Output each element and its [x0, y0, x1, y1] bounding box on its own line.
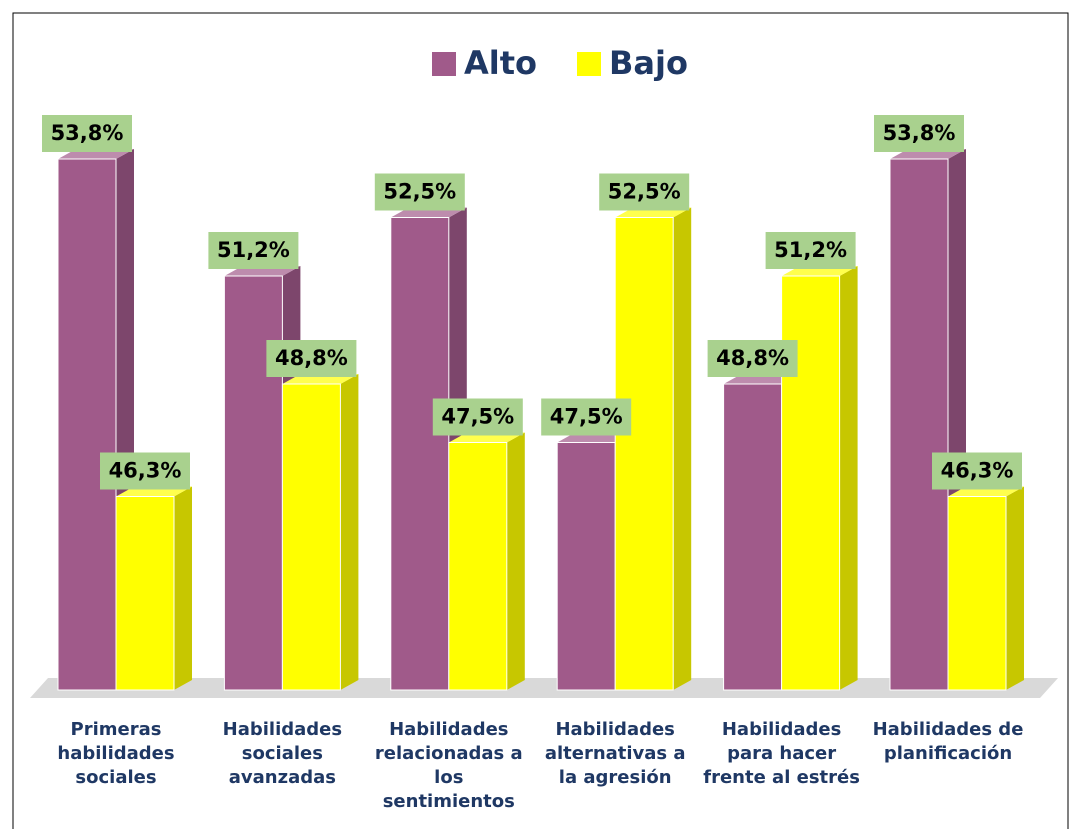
- bar-side: [174, 486, 192, 690]
- bar: [115, 496, 175, 691]
- x-tick-label: Habilidades alternativas a la agresión: [544, 719, 686, 788]
- data-label-box: [874, 115, 964, 152]
- bar: [614, 217, 674, 691]
- bar: [281, 383, 341, 691]
- bar-side: [673, 207, 692, 690]
- data-label-box: [541, 398, 632, 436]
- bar: [889, 158, 949, 691]
- x-tick-label: Habilidades de planificación: [872, 719, 1024, 764]
- bar-side: [1006, 486, 1024, 690]
- data-label-box: [765, 232, 856, 269]
- bar: [57, 158, 117, 691]
- data-label: 46,3%: [109, 459, 182, 483]
- data-label-box: [374, 173, 465, 211]
- data-label: 48,8%: [275, 346, 348, 370]
- data-label-box: [100, 452, 190, 490]
- bar: [947, 496, 1007, 691]
- frame: [12, 12, 1069, 829]
- bar: [223, 275, 283, 691]
- data-label-box: [42, 115, 132, 152]
- data-label: 53,8%: [51, 121, 124, 145]
- data-label: 53,8%: [883, 121, 956, 145]
- data-label: 48,8%: [716, 346, 789, 370]
- x-tick-label: Habilidades para hacer frente al estrés: [703, 719, 860, 788]
- data-label-box: [707, 340, 798, 377]
- legend-swatch: [577, 52, 601, 76]
- data-label: 47,5%: [441, 405, 514, 429]
- bar: [390, 217, 450, 691]
- bar: [448, 442, 508, 691]
- x-tick-label: Primeras habilidades sociales: [57, 719, 175, 788]
- x-tick-label: Habilidades sociales avanzadas: [222, 719, 343, 788]
- bar: [723, 383, 783, 691]
- legend-label: Bajo: [609, 44, 688, 82]
- data-label: 51,2%: [774, 238, 847, 262]
- data-label: 52,5%: [383, 180, 456, 204]
- data-label-box: [266, 340, 357, 377]
- data-label: 47,5%: [550, 405, 623, 429]
- data-label-box: [432, 398, 523, 436]
- x-tick-label: Habilidades relacionadas a los sentimien…: [374, 719, 523, 812]
- bar: [781, 275, 841, 691]
- data-label-box: [932, 452, 1022, 490]
- data-label: 46,3%: [941, 459, 1014, 483]
- bar: [556, 442, 616, 691]
- data-label: 52,5%: [608, 180, 681, 204]
- legend-swatch: [432, 52, 456, 76]
- data-label-box: [599, 173, 690, 211]
- data-label-box: [208, 232, 299, 269]
- bar-side: [340, 374, 359, 690]
- bar-side: [839, 266, 858, 690]
- bar-side: [506, 432, 525, 690]
- legend-label: Alto: [464, 44, 537, 82]
- data-label: 51,2%: [217, 238, 290, 262]
